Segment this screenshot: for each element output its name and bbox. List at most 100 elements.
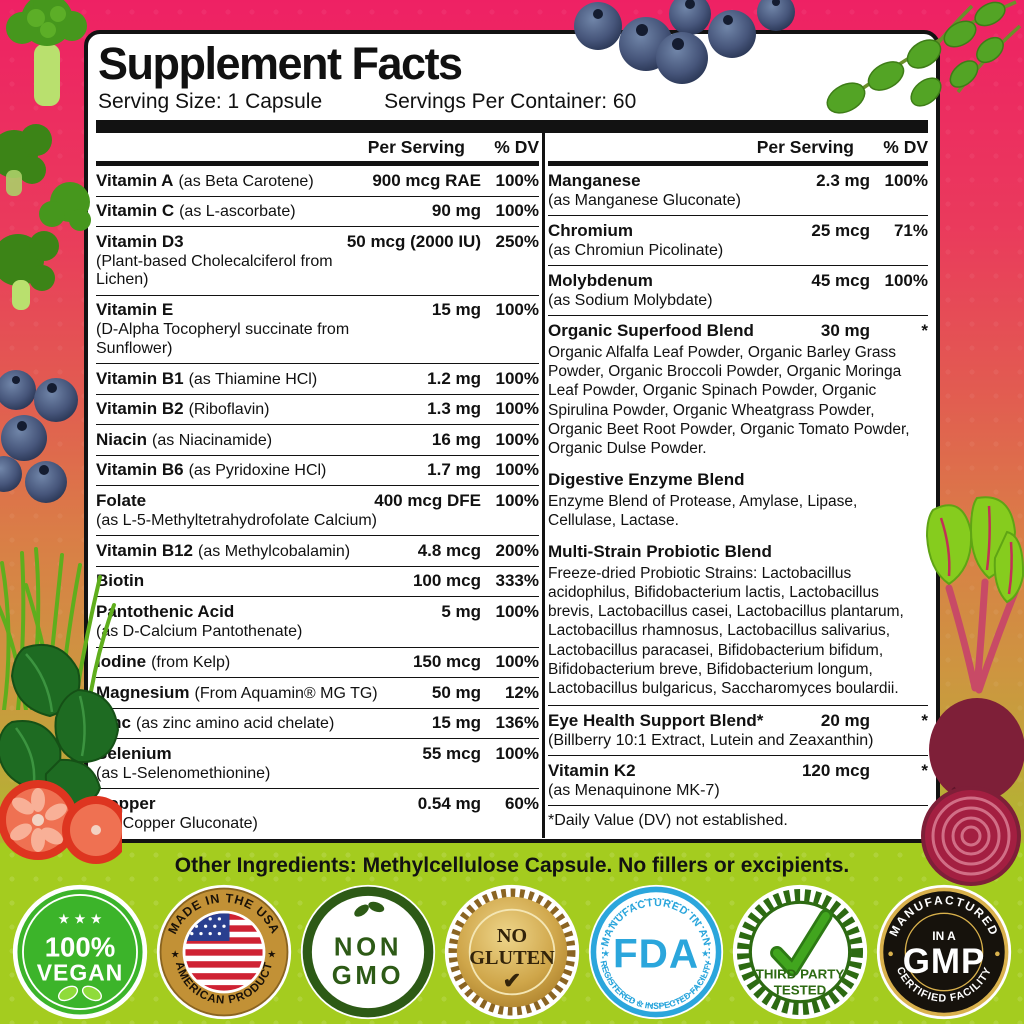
nutrient-amount: 50 mg (431, 682, 481, 702)
nutrient-note: (as Sodium Molybdate) (548, 291, 713, 309)
nutrient-dv: 100% (495, 429, 539, 449)
svg-text:★: ★ (171, 950, 180, 961)
nutrient-amount: 120 mcg (801, 760, 870, 780)
blend-name: Organic Superfood Blend (548, 320, 754, 340)
nutrient-amount: 400 mcg DFE (374, 490, 481, 510)
nutrient-amount: 100 mcg (412, 571, 481, 591)
nutrient-dv: 100% (495, 368, 539, 388)
column-divider (542, 133, 545, 839)
nutrient-dv: 100% (495, 601, 539, 621)
nutrient-name: Magnesium (96, 682, 190, 702)
nutrient-dv: 136% (495, 713, 539, 733)
svg-text:★ ★ ★: ★ ★ ★ (58, 911, 103, 926)
nutrient-dv: 100% (884, 170, 928, 190)
nutrient-amount: 4.8 mcg (417, 540, 481, 560)
table-row: Selenium 55 mcg 100% (as L-Selenomethionine… (96, 738, 539, 788)
nutrient-amount: 900 mcg RAE (372, 170, 481, 190)
fda-badge-icon: MANUFACTURED IN AN FDA REGISTERED & INSP… (587, 883, 725, 1021)
column-headers: Per Serving % DV (548, 133, 928, 161)
table-row: Manganese 2.3 mg 100% (as Manganese Glucona… (548, 166, 928, 215)
table-row: Niacin (as Niacinamide) 16 mg 100% (96, 424, 539, 455)
nutrient-amount: 55 mcg (422, 743, 481, 763)
svg-text:TESTED: TESTED (774, 982, 827, 997)
table-row: Copper 0.54 mg 60% (as Copper Gluconate) (96, 788, 539, 838)
nutrient-amount: 2.3 mg (816, 170, 870, 190)
nutrient-name: Zinc (96, 713, 131, 733)
table-row-blend: Digestive Enzyme Blend Enzyme Blend of Pr… (548, 465, 928, 537)
table-row: Chromium 25 mcg 71% (as Chromiun Picolinate… (548, 215, 928, 265)
svg-text:NON: NON (334, 934, 402, 962)
nutrient-note: (from Kelp) (151, 654, 231, 672)
nutrient-name: Pantothenic Acid (96, 601, 235, 621)
nutrient-amount: 45 mcg (811, 270, 870, 290)
panel-title: Supplement Facts (98, 38, 463, 89)
svg-text:★: ★ (602, 949, 610, 959)
nutrient-name: Copper (96, 793, 156, 813)
divider-bar (96, 161, 539, 167)
nutrient-dv: 100% (495, 399, 539, 419)
nutrient-amount: 1.2 mg (427, 368, 481, 388)
nutrient-name: Chromium (548, 220, 633, 240)
svg-text:NO: NO (497, 925, 527, 947)
nutrient-amount: 1.7 mg (427, 460, 481, 480)
nutrient-name: Vitamin B1 (96, 368, 184, 388)
nutrient-dv: 333% (495, 571, 539, 591)
table-row: Vitamin B6 (as Pyridoxine HCl) 1.7 mg 100% (96, 454, 539, 486)
svg-text:100%: 100% (45, 932, 116, 963)
third-party-tested-badge-icon: THIRD PARTY TESTED (731, 883, 869, 1021)
nutrient-dv: 100% (495, 201, 539, 221)
certification-badges: ★ ★ ★ 100% VEGAN (0, 883, 1024, 1021)
table-row-blend: Multi-Strain Probiotic Blend Freeze-dried… (548, 537, 928, 705)
svg-text:FDA: FDA (613, 931, 699, 977)
nutrient-amount: 15 mg (431, 300, 481, 320)
nutrient-amount: 50 mcg (2000 IU) (346, 231, 481, 251)
nutrient-name: Biotin (96, 571, 145, 591)
nutrient-name: Molybdenum (548, 270, 653, 290)
blend-name: Digestive Enzyme Blend (548, 469, 745, 489)
bottom-strip: Other Ingredients: Methylcellulose Capsu… (0, 843, 1024, 1024)
nutrient-amount: 1.3 mg (427, 399, 481, 419)
nutrient-amount: 15 mg (431, 713, 481, 733)
table-row: Vitamin C (as L-ascorbate) 90 mg 100% (96, 195, 539, 227)
table-row: Pantothenic Acid 5 mg 100% (as D-Calcium Pa… (96, 596, 539, 646)
nutrient-note: (Billberry 10:1 Extract, Lutein and Zeax… (548, 731, 874, 749)
blend-description: Enzyme Blend of Protease, Amylase, Lipas… (548, 492, 858, 529)
nutrient-amount: 90 mg (431, 201, 481, 221)
nutrient-note: (From Aquamin® MG TG) (194, 684, 378, 702)
leaf-icon (354, 901, 385, 917)
nutrient-note: (as D-Calcium Pantothenate) (96, 622, 303, 640)
table-row: Vitamin A (as Beta Carotene) 900 mcg RAE 10… (96, 166, 539, 196)
nutrient-note: (Riboflavin) (188, 401, 270, 419)
svg-text:★: ★ (267, 950, 276, 961)
nutrient-dv: 12% (504, 682, 539, 702)
nutrient-note: (as Menaquinone MK-7) (548, 781, 720, 799)
dv-header: % DV (883, 137, 928, 158)
svg-text:GMO: GMO (332, 962, 405, 990)
blend-amount: 20 mg (820, 710, 870, 730)
nutrient-note: (as Thiamine HCl) (188, 370, 318, 388)
nutrient-name: Vitamin B12 (96, 540, 194, 560)
column-headers: Per Serving % DV (96, 133, 539, 161)
svg-text:VEGAN: VEGAN (37, 960, 123, 986)
table-row: Magnesium (From Aquamin® MG TG) 50 mg 12% (96, 677, 539, 708)
nutrient-name: Selenium (96, 743, 172, 763)
nutrient-dv: 71% (893, 220, 928, 240)
nutrient-dv: 100% (495, 652, 539, 672)
nutrient-dv: 100% (495, 170, 539, 190)
nutrient-name: Vitamin A (96, 170, 174, 190)
blend-dv: * (921, 320, 928, 340)
nutrient-note: (Plant-based Cholecalciferol from Lichen… (96, 252, 333, 289)
table-row: Vitamin E 15 mg 100% (D-Alpha Tocopheryl su… (96, 294, 539, 364)
nutrient-note: (as Niacinamide) (152, 431, 273, 449)
other-ingredients-text: Other Ingredients: Methylcellulose Capsu… (174, 854, 850, 877)
nutrient-dv: 250% (495, 231, 539, 251)
table-row: Vitamin B1 (as Thiamine HCl) 1.2 mg 100% (96, 363, 539, 394)
nutrient-note: (as Copper Gluconate) (96, 814, 258, 832)
nutrient-note: (as L-ascorbate) (179, 203, 296, 221)
nutrient-note: (as L-5-Methyltetrahydrofolate Calcium) (96, 511, 377, 529)
nutrient-amount: 5 mg (441, 601, 481, 621)
nutrient-name: Iodine (96, 652, 147, 672)
nutrient-note: (as L-Selenomethionine) (96, 764, 271, 782)
blend-name: Eye Health Support Blend* (548, 710, 764, 730)
nutrient-note: (D-Alpha Tocopheryl succinate from Sunfl… (96, 321, 350, 357)
